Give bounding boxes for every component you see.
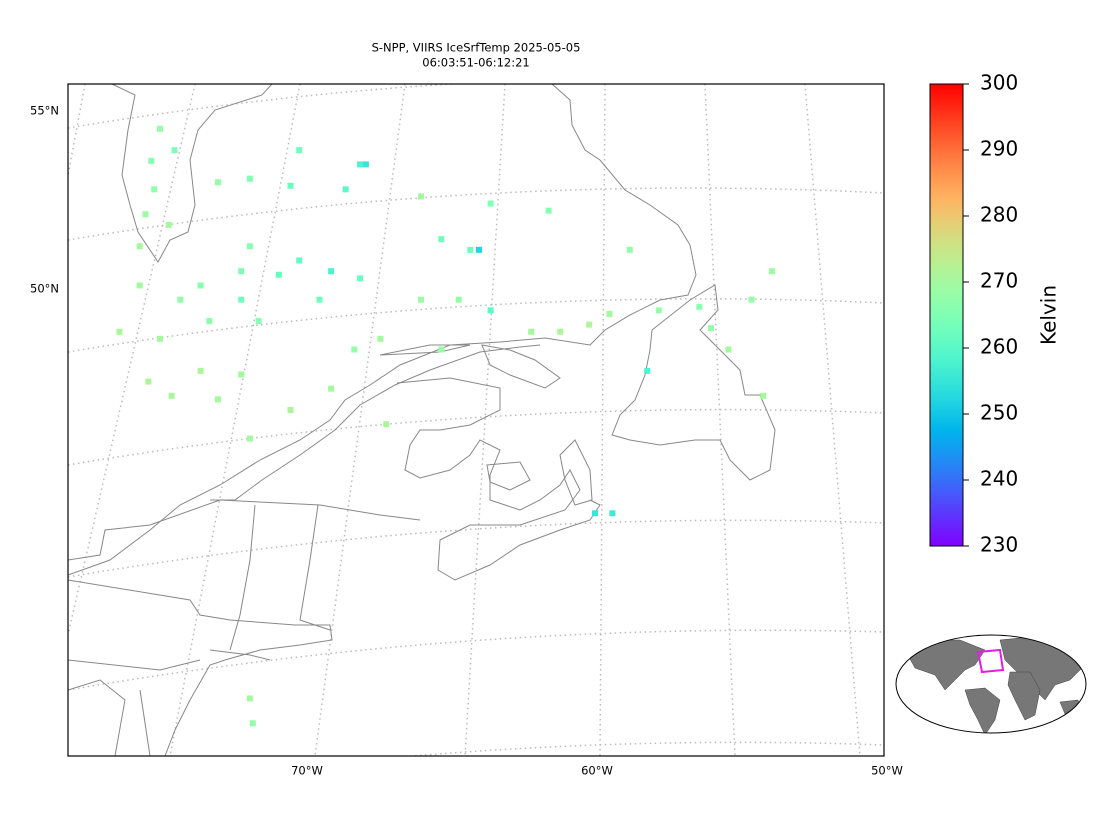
temperature-pixel bbox=[249, 720, 256, 727]
colorbar-tick-label: 250 bbox=[980, 401, 1018, 425]
temperature-pixel bbox=[418, 296, 424, 303]
temperature-pixel bbox=[197, 282, 204, 289]
temperature-pixel bbox=[725, 346, 732, 353]
lon-label: 50°W bbox=[871, 764, 903, 778]
colorbar-tick-label: 270 bbox=[980, 269, 1018, 293]
temperature-pixel bbox=[316, 296, 323, 303]
temperature-pixel bbox=[377, 335, 384, 342]
temperature-pixel bbox=[197, 367, 204, 374]
lon-label: 70°W bbox=[291, 764, 323, 778]
temperature-pixel bbox=[148, 157, 155, 164]
subtitle: 06:03:51-06:12:21 bbox=[422, 56, 529, 70]
temperature-pixel bbox=[708, 325, 714, 332]
map-frame bbox=[67, 83, 885, 757]
colorbar-tick-label: 280 bbox=[980, 203, 1018, 227]
lat-label: 55°N bbox=[30, 104, 59, 118]
temperature-pixel bbox=[246, 695, 253, 702]
temperature-pixel bbox=[592, 510, 598, 517]
colorbar-label: Kelvin bbox=[1037, 285, 1061, 345]
temperature-pixel bbox=[246, 243, 253, 250]
title: S-NPP, VIIRS IceSrfTemp 2025-05-05 bbox=[372, 41, 581, 55]
colorbar-tick-label: 300 bbox=[980, 71, 1018, 95]
colorbar: Kelvin 230 240 250 260 270 280 290 300 bbox=[929, 71, 1061, 557]
temperature-pixel bbox=[357, 161, 364, 168]
temperature-pixel bbox=[418, 193, 424, 200]
temperature-pixel bbox=[168, 392, 175, 399]
axis-labels: 55°N 50°N 70°W 60°W 50°W bbox=[30, 104, 903, 778]
temperature-pixel bbox=[586, 321, 593, 328]
lat-label: 50°N bbox=[30, 282, 59, 296]
temperature-pixel bbox=[328, 385, 335, 392]
temperature-pixel bbox=[165, 221, 172, 228]
temperature-pixel bbox=[215, 396, 221, 403]
temperature-pixel bbox=[438, 236, 445, 243]
temperature-pixel bbox=[351, 346, 358, 353]
colorbar-tick-label: 290 bbox=[980, 137, 1018, 161]
temperature-pixel bbox=[357, 275, 364, 282]
temperature-pixel bbox=[455, 296, 462, 303]
graticule bbox=[68, 84, 884, 756]
temperature-pixel bbox=[287, 182, 294, 189]
inset-globe bbox=[895, 634, 1087, 734]
temperature-pixel bbox=[296, 257, 303, 264]
temperature-pixel bbox=[145, 378, 152, 385]
temperature-pixel bbox=[157, 335, 163, 342]
temperature-pixel bbox=[438, 346, 445, 353]
temperature-pixel bbox=[171, 147, 178, 154]
temperature-pixel bbox=[362, 161, 369, 168]
temperature-pixel bbox=[142, 211, 149, 218]
temperature-pixel bbox=[275, 271, 282, 278]
data-points bbox=[116, 125, 775, 727]
temperature-pixel bbox=[246, 175, 253, 182]
temperature-pixel bbox=[383, 421, 390, 428]
temperature-pixel bbox=[476, 246, 482, 253]
temperature-pixel bbox=[487, 200, 494, 207]
temperature-pixel bbox=[157, 125, 163, 132]
temperature-pixel bbox=[287, 407, 294, 414]
lon-label: 60°W bbox=[581, 764, 613, 778]
temperature-pixel bbox=[760, 392, 767, 399]
colorbar-tick-label: 240 bbox=[980, 467, 1018, 491]
temperature-pixel bbox=[136, 282, 143, 289]
temperature-pixel bbox=[255, 318, 262, 325]
temperature-pixel bbox=[644, 367, 651, 374]
colorbar-tick-label: 260 bbox=[980, 335, 1018, 359]
temperature-pixel bbox=[467, 246, 474, 253]
temperature-pixel bbox=[206, 318, 213, 325]
temperature-pixel bbox=[545, 207, 552, 214]
temperature-pixel bbox=[487, 307, 494, 314]
colorbar-tick-label: 230 bbox=[980, 533, 1018, 557]
temperature-pixel bbox=[748, 296, 755, 303]
temperature-pixel bbox=[215, 179, 221, 186]
temperature-pixel bbox=[696, 303, 703, 310]
colorbar-gradient bbox=[929, 83, 964, 547]
temperature-pixel bbox=[136, 243, 143, 250]
temperature-pixel bbox=[626, 246, 633, 253]
temperature-pixel bbox=[238, 268, 245, 275]
coastlines bbox=[68, 84, 776, 756]
temperature-pixel bbox=[768, 268, 775, 275]
temperature-pixel bbox=[246, 435, 253, 442]
temperature-pixel bbox=[151, 186, 158, 193]
map-area bbox=[68, 84, 884, 756]
temperature-pixel bbox=[238, 371, 245, 378]
temperature-pixel bbox=[342, 186, 349, 193]
temperature-pixel bbox=[328, 268, 335, 275]
temperature-pixel bbox=[177, 296, 184, 303]
temperature-pixel bbox=[609, 510, 616, 517]
temperature-pixel bbox=[557, 328, 564, 335]
temperature-pixel bbox=[655, 307, 662, 314]
temperature-pixel bbox=[116, 328, 123, 335]
temperature-pixel bbox=[296, 147, 303, 154]
temperature-pixel bbox=[606, 310, 613, 317]
temperature-pixel bbox=[238, 296, 245, 303]
temperature-pixel bbox=[528, 328, 535, 335]
